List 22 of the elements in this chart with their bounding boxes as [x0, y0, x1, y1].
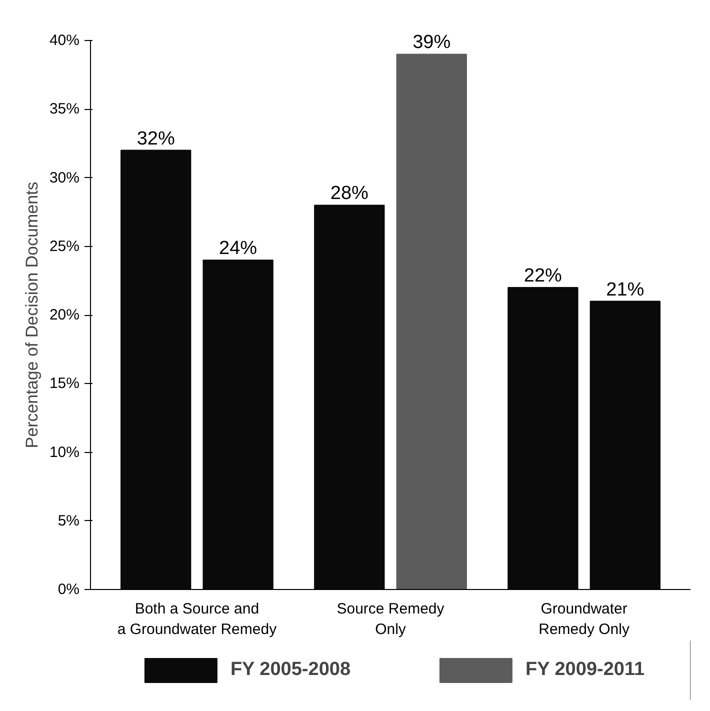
y-tick-label: 10% [49, 444, 80, 461]
y-tick-label: 30% [49, 169, 80, 186]
data-label: 39% [412, 32, 451, 54]
data-label: 21% [606, 279, 644, 300]
data-label: 24% [219, 238, 258, 260]
data-label: 32% [136, 128, 175, 150]
y-tick-label: 0% [58, 581, 80, 598]
y-tick-label: 20% [49, 306, 80, 324]
legend-label: FY 2005-2008 [230, 659, 351, 681]
y-tick-label: 35% [49, 100, 80, 118]
x-tick-label: Source Remedy Only [336, 600, 445, 638]
data-label: 28% [330, 183, 369, 204]
x-tick-label: Both a Source and a Groundwater Remedy [117, 600, 278, 638]
y-tick-label: 40% [49, 32, 80, 49]
y-tick-label: 5% [58, 512, 80, 530]
data-label: 22% [524, 266, 562, 287]
bar [396, 54, 467, 590]
y-tick-label: 15% [49, 375, 80, 392]
legend-label: FY 2009-2011 [526, 659, 645, 681]
x-tick-label: Groundwater Remedy Only [538, 600, 630, 638]
y-tick-label: 25% [49, 238, 80, 255]
y-axis-title: Percentage of Decision Documents [22, 182, 42, 448]
